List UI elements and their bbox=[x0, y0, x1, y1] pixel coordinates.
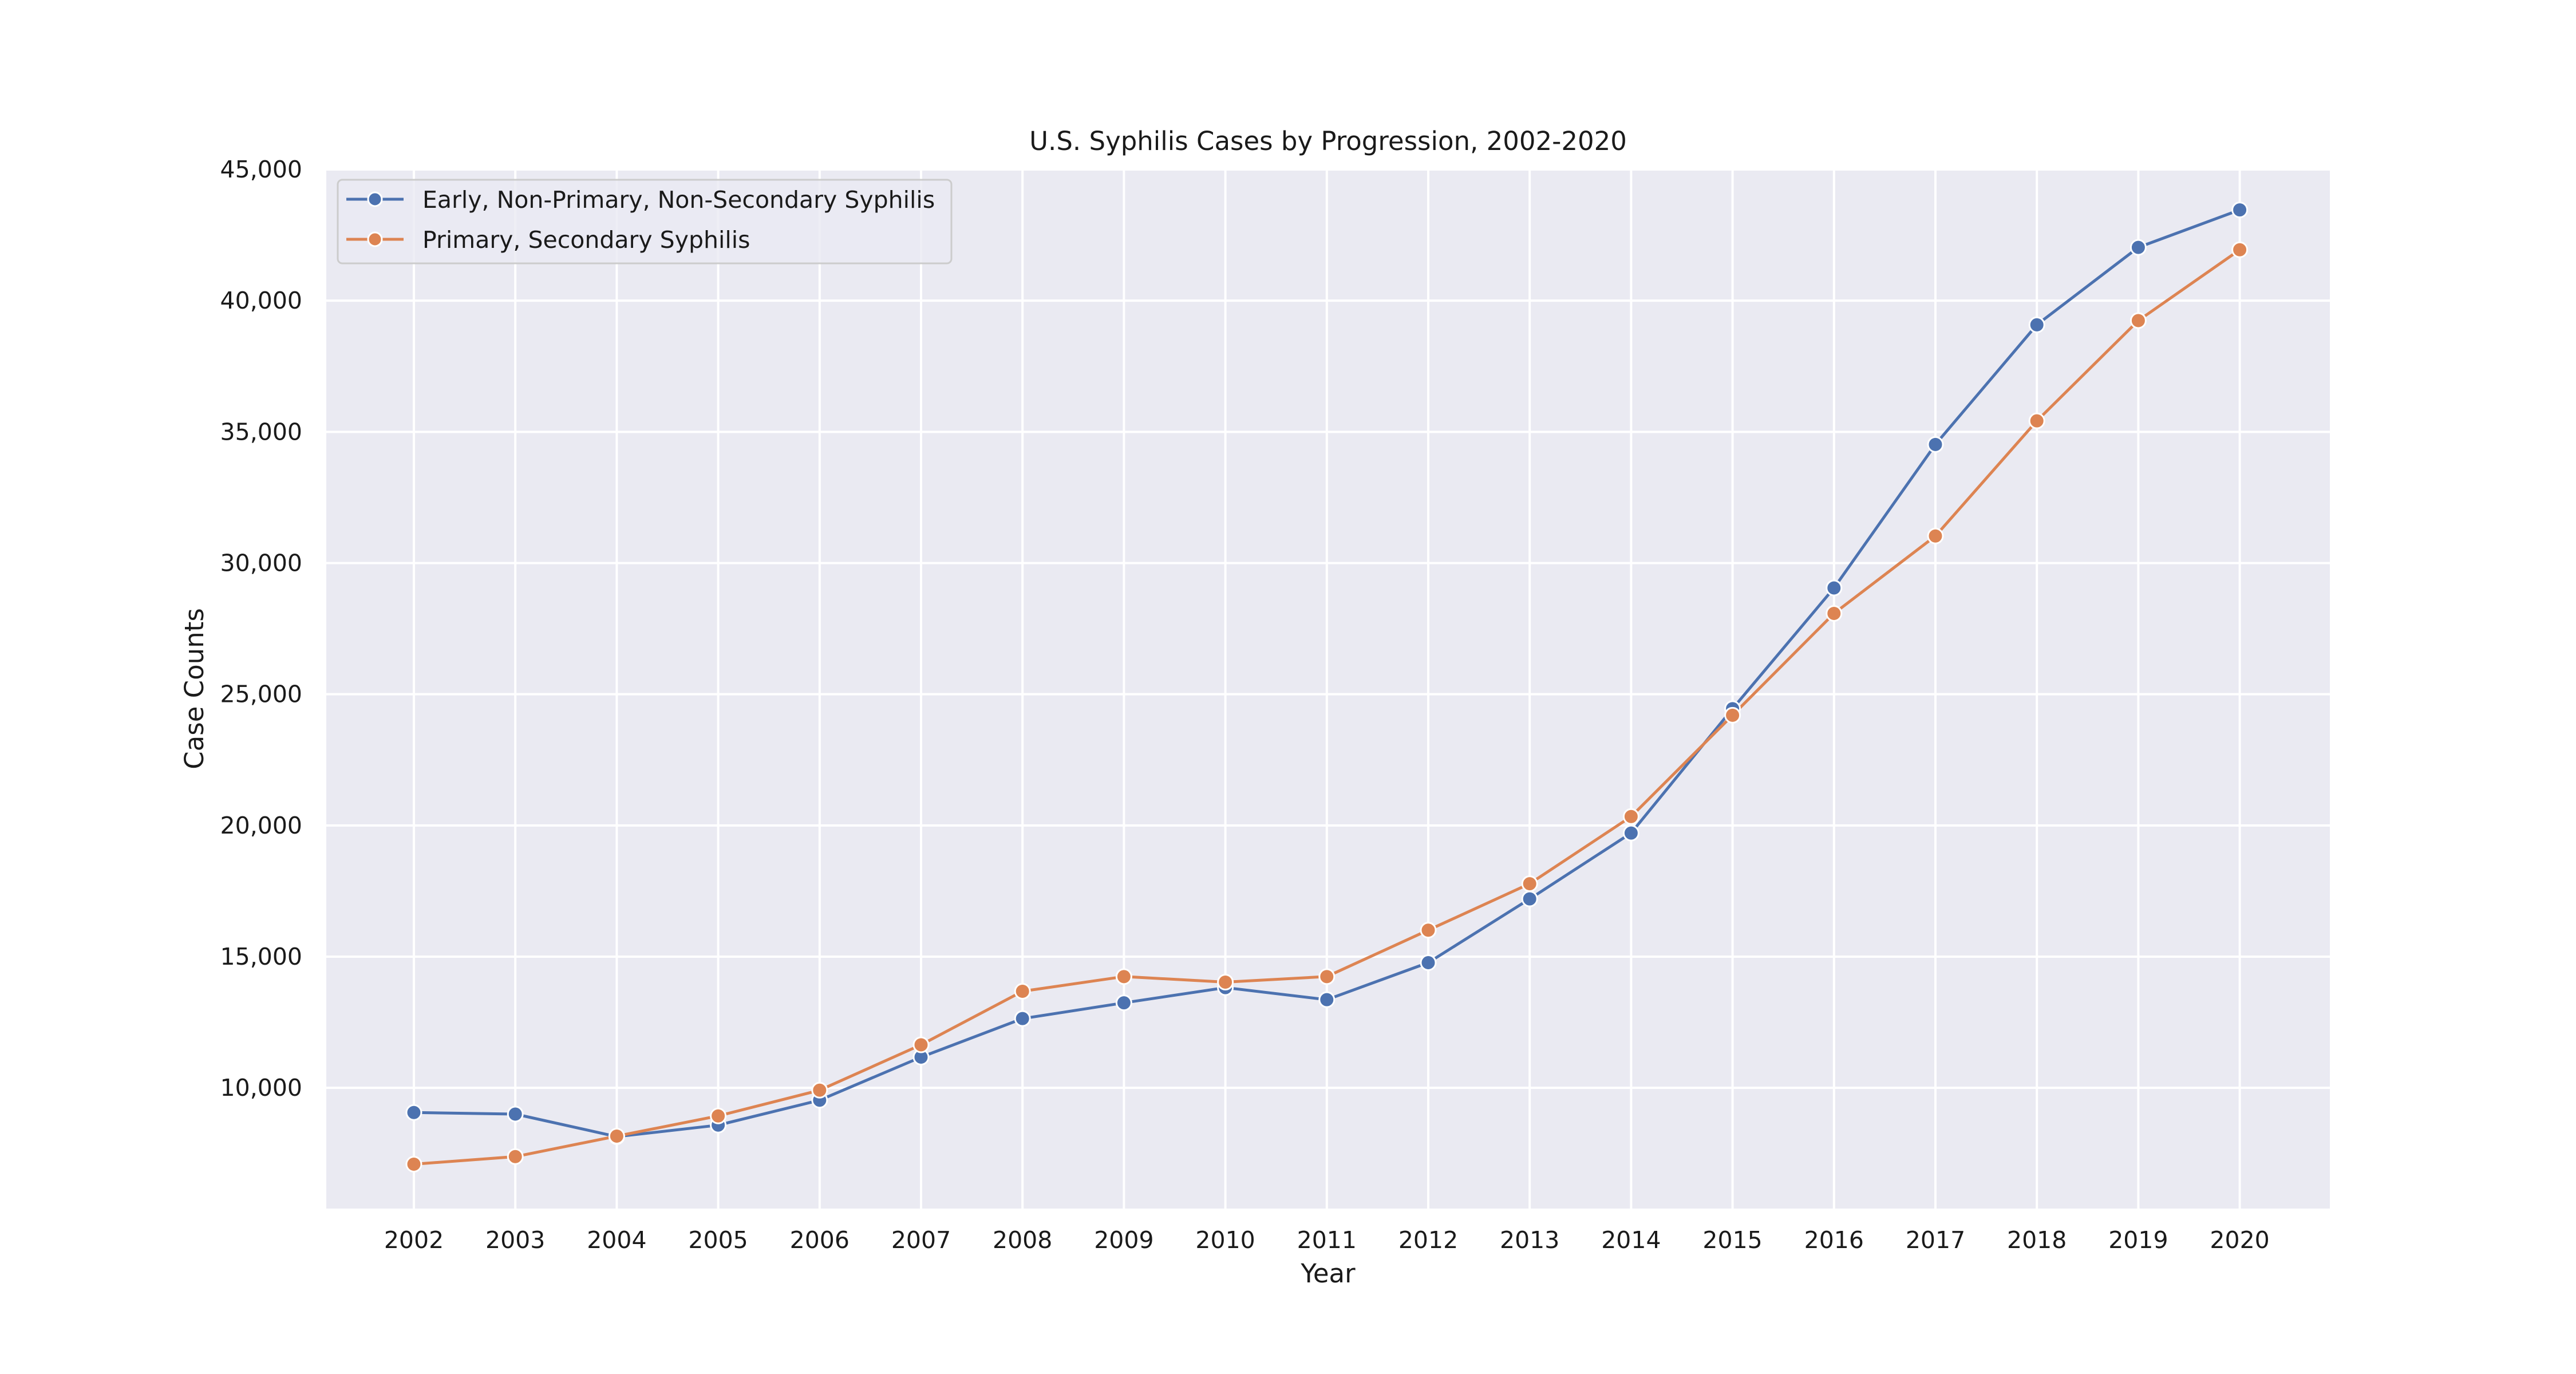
data-point bbox=[1318, 991, 1336, 1008]
data-point bbox=[2129, 312, 2147, 329]
x-tick-label: 2016 bbox=[1804, 1226, 1864, 1254]
chart-title: U.S. Syphilis Cases by Progression, 2002… bbox=[1029, 126, 1627, 156]
x-tick-label: 2011 bbox=[1297, 1226, 1357, 1254]
plot-background bbox=[326, 169, 2330, 1209]
data-point bbox=[1826, 579, 1843, 597]
x-gridlines bbox=[413, 169, 2241, 1209]
legend-entry-primary: Primary, Secondary Syphilis bbox=[346, 226, 750, 254]
data-point bbox=[1927, 436, 1944, 453]
data-point bbox=[405, 1156, 422, 1173]
data-point bbox=[507, 1105, 524, 1123]
data-point bbox=[2028, 412, 2045, 429]
data-point bbox=[608, 1128, 625, 1144]
legend: Early, Non-Primary, Non-Secondary Syphil… bbox=[337, 179, 953, 264]
data-point bbox=[1622, 824, 1639, 842]
x-tick-label: 2005 bbox=[688, 1226, 748, 1254]
data-point bbox=[912, 1036, 930, 1053]
data-point bbox=[2231, 241, 2249, 258]
data-point bbox=[1014, 1010, 1031, 1027]
x-tick-label: 2020 bbox=[2210, 1226, 2269, 1254]
y-tick-label: 45,000 bbox=[220, 156, 302, 183]
legend-marker-primary bbox=[367, 231, 383, 247]
x-tick-labels: 2002 2003 2004 2005 2006 2007 2008 2009 2010 2011… bbox=[384, 1226, 2270, 1254]
data-point bbox=[1115, 968, 1132, 985]
data-point bbox=[811, 1081, 828, 1099]
series-markers bbox=[405, 202, 2249, 1173]
x-axis-label: Year bbox=[1300, 1258, 1356, 1289]
data-point bbox=[405, 1104, 422, 1121]
data-point bbox=[1622, 808, 1639, 825]
y-tick-label: 30,000 bbox=[220, 550, 302, 577]
data-point bbox=[2231, 202, 2249, 219]
y-tick-label: 15,000 bbox=[220, 943, 302, 970]
x-tick-label: 2013 bbox=[1500, 1226, 1559, 1254]
data-point bbox=[1318, 968, 1336, 985]
x-tick-label: 2019 bbox=[2108, 1226, 2168, 1254]
y-tick-label: 10,000 bbox=[220, 1074, 302, 1101]
x-tick-label: 2015 bbox=[1702, 1226, 1762, 1254]
x-tick-label: 2017 bbox=[1906, 1226, 1965, 1254]
data-point bbox=[1217, 973, 1234, 990]
data-point bbox=[1420, 954, 1437, 972]
data-point bbox=[507, 1148, 524, 1165]
x-tick-label: 2014 bbox=[1601, 1226, 1661, 1254]
x-tick-label: 2003 bbox=[485, 1226, 545, 1254]
x-tick-label: 2006 bbox=[790, 1226, 850, 1254]
legend-label-early: Early, Non-Primary, Non-Secondary Syphil… bbox=[422, 186, 935, 214]
data-point bbox=[1927, 527, 1944, 544]
x-tick-label: 2008 bbox=[993, 1226, 1052, 1254]
data-point bbox=[1521, 875, 1538, 893]
y-tick-label: 40,000 bbox=[220, 287, 302, 314]
y-axis-label: Case Counts bbox=[179, 608, 210, 769]
data-point bbox=[1014, 983, 1031, 1000]
x-tick-label: 2002 bbox=[384, 1226, 444, 1254]
x-tick-label: 2010 bbox=[1195, 1226, 1255, 1254]
legend-box bbox=[337, 179, 953, 264]
data-point bbox=[710, 1107, 727, 1124]
legend-marker-early bbox=[367, 191, 383, 207]
x-tick-label: 2004 bbox=[587, 1226, 646, 1254]
x-tick-label: 2007 bbox=[891, 1226, 951, 1254]
legend-label-primary: Primary, Secondary Syphilis bbox=[422, 226, 750, 254]
data-point bbox=[1724, 706, 1741, 724]
x-tick-label: 2012 bbox=[1398, 1226, 1458, 1254]
data-point bbox=[2129, 239, 2147, 256]
y-tick-label: 20,000 bbox=[220, 812, 302, 839]
data-point bbox=[1521, 890, 1538, 907]
y-tick-labels: 10,000 15,000 20,000 25,000 30,000 35,000 40,0… bbox=[220, 156, 302, 1101]
data-point bbox=[1420, 922, 1437, 939]
y-tick-label: 25,000 bbox=[220, 681, 302, 708]
data-point bbox=[1826, 605, 1843, 622]
x-tick-label: 2018 bbox=[2007, 1226, 2067, 1254]
legend-entry-early: Early, Non-Primary, Non-Secondary Syphil… bbox=[346, 186, 935, 214]
data-point bbox=[2028, 316, 2045, 333]
y-tick-label: 35,000 bbox=[220, 418, 302, 445]
x-tick-label: 2009 bbox=[1094, 1226, 1153, 1254]
y-gridlines bbox=[326, 168, 2330, 1089]
data-point bbox=[1115, 994, 1132, 1012]
